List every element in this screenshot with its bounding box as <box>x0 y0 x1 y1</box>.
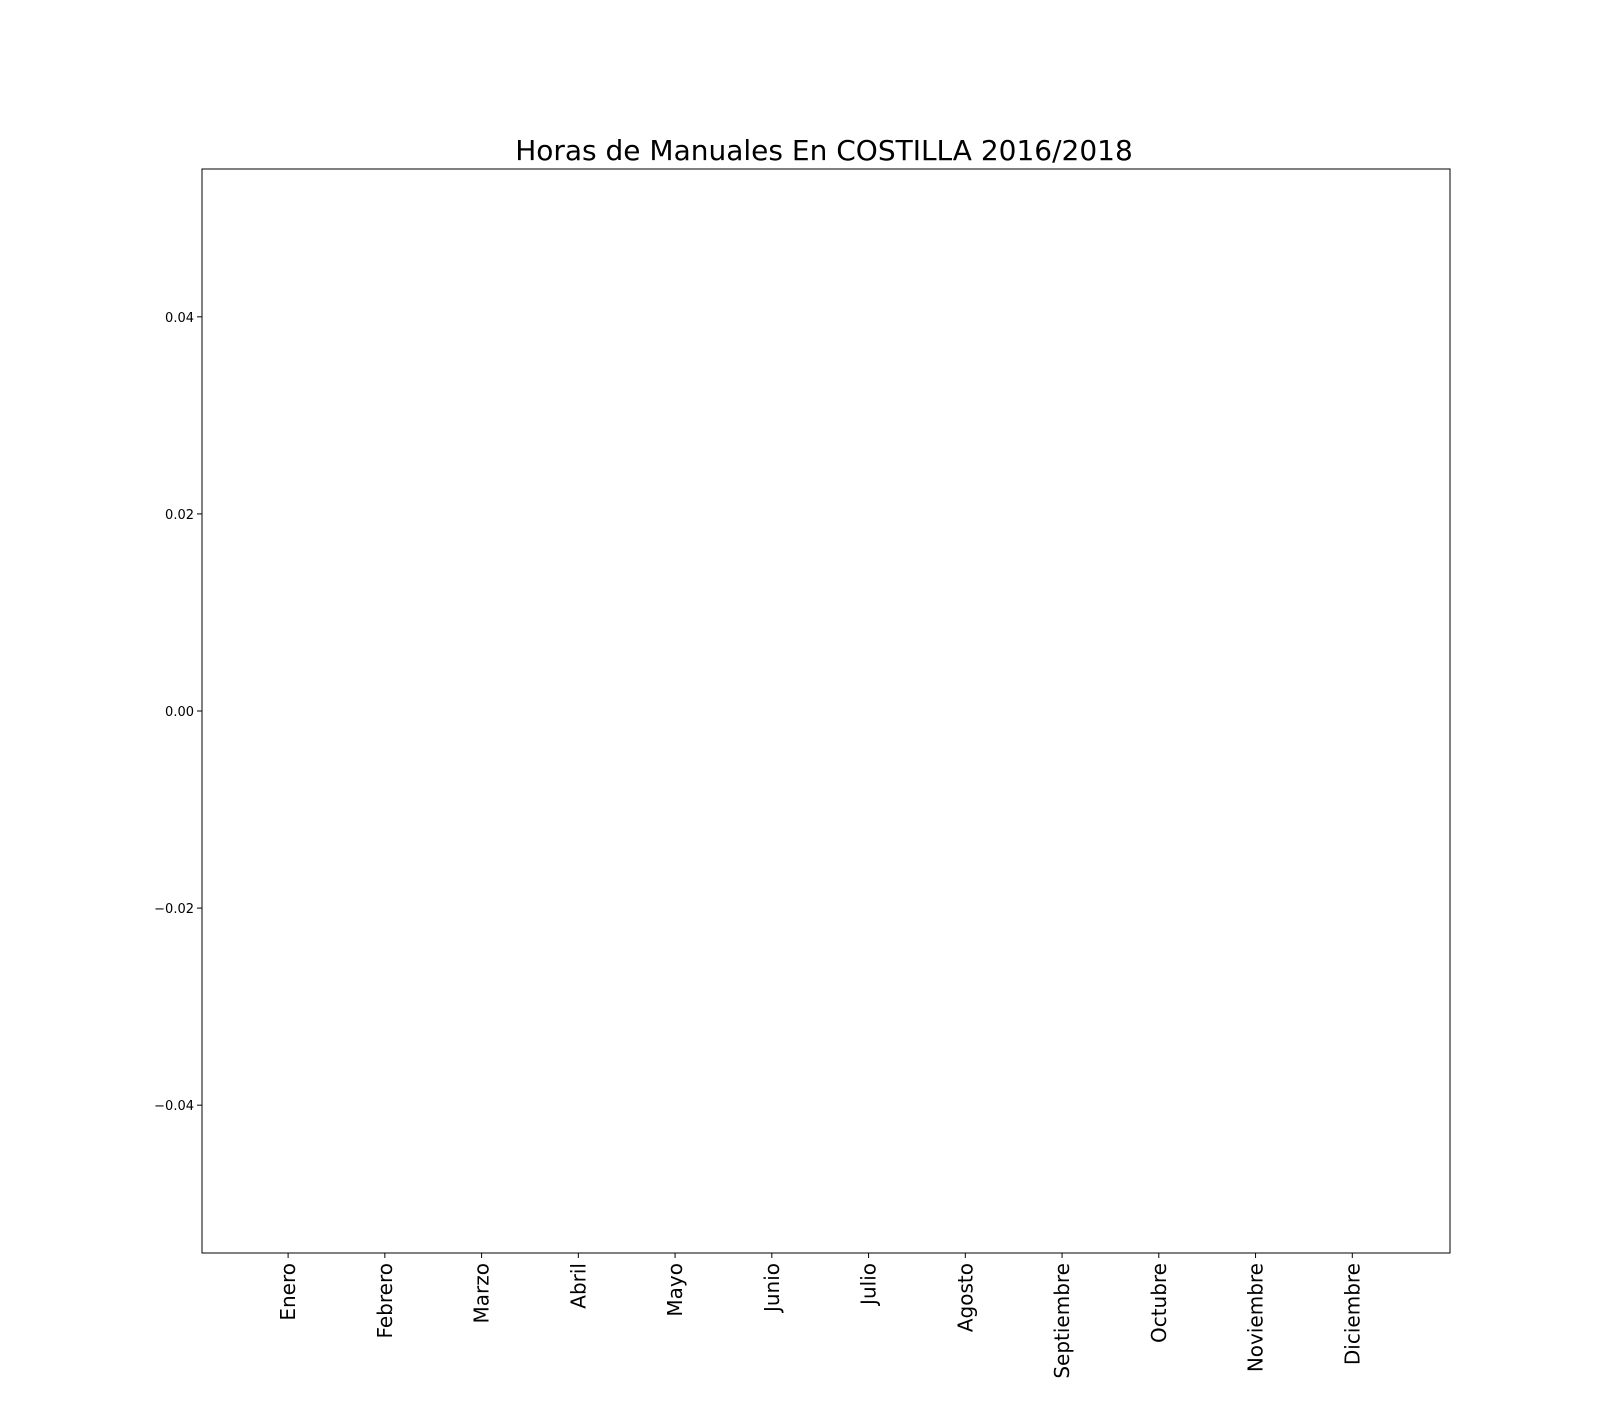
y-tick-label: 0.00 <box>165 705 194 720</box>
plot-area-frame <box>201 168 1451 1254</box>
x-tick-label: Octubre <box>1147 1263 1171 1343</box>
x-tick-label: Mayo <box>663 1263 687 1317</box>
x-axis: Enero Febrero Marzo Abril Mayo Junio Julio Agos… <box>276 1253 1364 1379</box>
x-tick-label: Julio <box>857 1263 881 1307</box>
x-tick-label: Agosto <box>953 1263 977 1332</box>
x-tick-label: Enero <box>276 1263 300 1321</box>
x-tick-label: Febrero <box>373 1263 397 1339</box>
x-tick-label: Diciembre <box>1340 1263 1364 1365</box>
x-tick-label: Noviembre <box>1244 1263 1268 1372</box>
y-tick-label: −0.02 <box>154 902 194 917</box>
x-tick-label: Abril <box>566 1263 590 1309</box>
chart-title: Horas de Manuales En COSTILLA 2016/2018 <box>515 134 1133 167</box>
y-tick-label: −0.04 <box>154 1099 194 1114</box>
y-tick-label: 0.04 <box>165 311 194 326</box>
y-axis: −0.04 −0.02 0.00 0.02 0.04 <box>154 311 202 1114</box>
x-tick-label: Septiembre <box>1050 1263 1074 1379</box>
y-tick-label: 0.02 <box>165 508 194 523</box>
x-tick-label: Junio <box>760 1263 784 1314</box>
x-tick-label: Marzo <box>470 1263 494 1323</box>
